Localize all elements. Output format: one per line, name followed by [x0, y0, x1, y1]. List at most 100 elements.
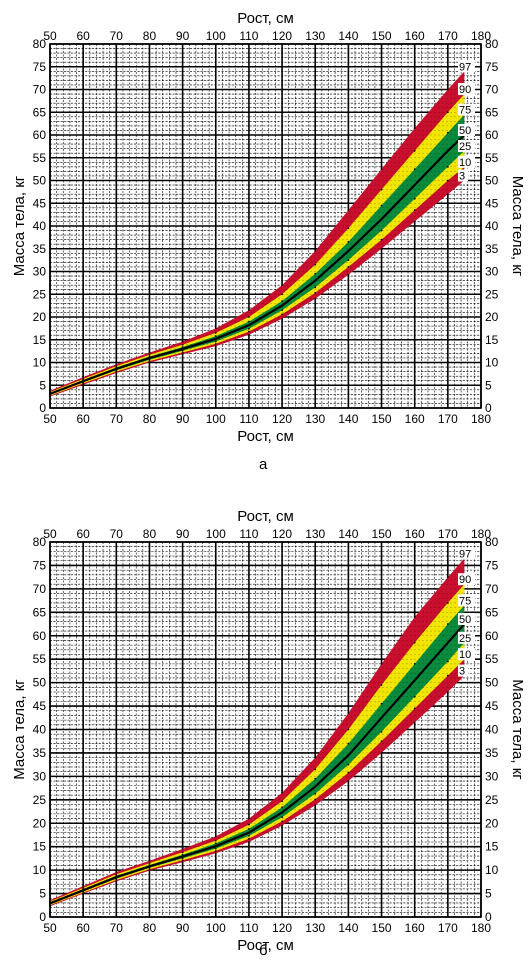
- x-tick-label-bottom: 80: [143, 921, 157, 935]
- data-point-p25: [446, 660, 449, 663]
- data-point-p25: [413, 197, 416, 200]
- x-tick-label-bottom: 160: [405, 412, 425, 426]
- y-tick-label-right: 25: [485, 793, 499, 807]
- data-point-p3: [214, 345, 217, 348]
- y-tick-label-left: 80: [33, 37, 47, 51]
- data-point-p10: [214, 850, 217, 852]
- y-tick-label-right: 55: [485, 151, 499, 165]
- y-tick-label-left: 20: [33, 310, 47, 324]
- data-point-p97: [314, 250, 317, 252]
- data-point-p97: [380, 662, 383, 665]
- x-tick-label-bottom: 170: [438, 921, 458, 935]
- y-tick-label-left: 80: [33, 535, 47, 549]
- data-point-p50: [347, 250, 350, 252]
- y-axis-title-right: Масса тела, кг: [509, 176, 526, 277]
- x-tick-label-bottom: 60: [76, 412, 90, 426]
- data-point-p97: [347, 209, 350, 211]
- data-point-p97: [115, 363, 118, 366]
- y-tick-label-right: 50: [485, 174, 499, 188]
- percentile-label-3: 3: [459, 171, 465, 183]
- y-tick-label-right: 65: [485, 105, 499, 119]
- y-tick-label-left: 40: [33, 723, 47, 737]
- y-tick-label-left: 70: [33, 582, 47, 596]
- data-point-p75: [248, 827, 250, 830]
- data-point-p97: [446, 88, 449, 91]
- data-point-p10: [214, 342, 217, 345]
- series-line-50: [49, 134, 466, 395]
- data-point-p75: [413, 168, 416, 171]
- y-tick-label-right: 30: [485, 265, 499, 279]
- percentile-label-50: 50: [459, 614, 471, 626]
- data-point-p3: [148, 361, 151, 364]
- x-tick-label-top: 80: [143, 527, 157, 541]
- percentile-label-bg-10: [458, 648, 475, 661]
- panel-label-b: б: [259, 942, 268, 959]
- data-point-p90: [380, 188, 383, 191]
- series-line-50: [49, 623, 466, 905]
- y-tick-label-left: 35: [33, 242, 47, 256]
- data-point-p25: [214, 340, 217, 343]
- x-tick-label-top: 180: [471, 527, 491, 541]
- data-point-p75: [380, 702, 383, 705]
- data-point-p75: [115, 874, 118, 877]
- data-point-p50: [248, 831, 250, 834]
- y-tick-label-left: 55: [33, 652, 47, 666]
- data-point-p50: [181, 855, 184, 858]
- x-tick-label-bottom: 130: [305, 921, 325, 935]
- y-tick-label-left: 75: [33, 60, 47, 74]
- y-tick-label-right: 75: [485, 60, 499, 74]
- data-point-p90: [281, 293, 283, 296]
- data-point-p10: [380, 238, 383, 241]
- data-point-p10: [314, 798, 317, 801]
- data-point-p3: [413, 721, 416, 724]
- y-tick-label-left: 0: [39, 401, 46, 415]
- percentile-label-90: 90: [459, 574, 471, 586]
- data-point-p3: [181, 353, 184, 356]
- y-tick-label-right: 60: [485, 629, 499, 643]
- y-tick-label-left: 15: [33, 333, 47, 347]
- data-point-p75: [347, 742, 350, 745]
- data-point-p97: [413, 616, 416, 618]
- x-tick-label-top: 50: [43, 527, 57, 541]
- data-point-p50: [281, 304, 283, 307]
- data-point-p10: [281, 820, 283, 823]
- data-point-p97: [82, 885, 85, 887]
- y-tick-label-right: 0: [485, 910, 492, 924]
- x-tick-label-bottom: 180: [471, 921, 491, 935]
- y-tick-label-right: 75: [485, 558, 499, 572]
- x-tick-label-bottom: 50: [43, 412, 57, 426]
- data-point-p90: [413, 641, 416, 644]
- data-point-p50: [446, 641, 449, 644]
- percentile-label-bg-10: [458, 155, 475, 168]
- data-point-p50: [413, 679, 416, 682]
- percentile-label-75: 75: [459, 595, 471, 607]
- data-point-p25: [281, 816, 283, 819]
- y-tick-label-right: 80: [485, 37, 499, 51]
- data-point-p25: [347, 763, 350, 766]
- x-tick-label-top: 130: [305, 29, 325, 43]
- data-point-p10: [248, 330, 250, 333]
- x-tick-label-bottom: 100: [206, 921, 226, 935]
- y-axis-title-right: Масса тела, кг: [509, 679, 526, 780]
- data-point-p90: [181, 343, 184, 346]
- data-point-p25: [115, 369, 118, 372]
- data-point-p10: [347, 771, 350, 774]
- x-tick-label-bottom: 110: [239, 921, 258, 935]
- y-tick-label-left: 70: [33, 83, 47, 97]
- x-tick-label-top: 110: [239, 527, 258, 541]
- data-point-p75: [446, 131, 449, 134]
- x-tick-label-bottom: 150: [372, 412, 392, 426]
- panel-label-a: а: [259, 456, 268, 473]
- data-point-p97: [347, 712, 350, 714]
- data-point-p10: [380, 740, 383, 743]
- y-tick-label-right: 70: [485, 83, 499, 97]
- y-tick-label-right: 15: [485, 333, 499, 347]
- x-tick-label-bottom: 130: [305, 412, 325, 426]
- x-tick-label-top: 110: [239, 29, 258, 43]
- data-point-p25: [82, 381, 85, 383]
- y-tick-label-left: 20: [33, 816, 47, 830]
- data-point-p10: [248, 837, 250, 840]
- x-tick-label-top: 160: [405, 527, 425, 541]
- percentile-label-97: 97: [459, 548, 471, 560]
